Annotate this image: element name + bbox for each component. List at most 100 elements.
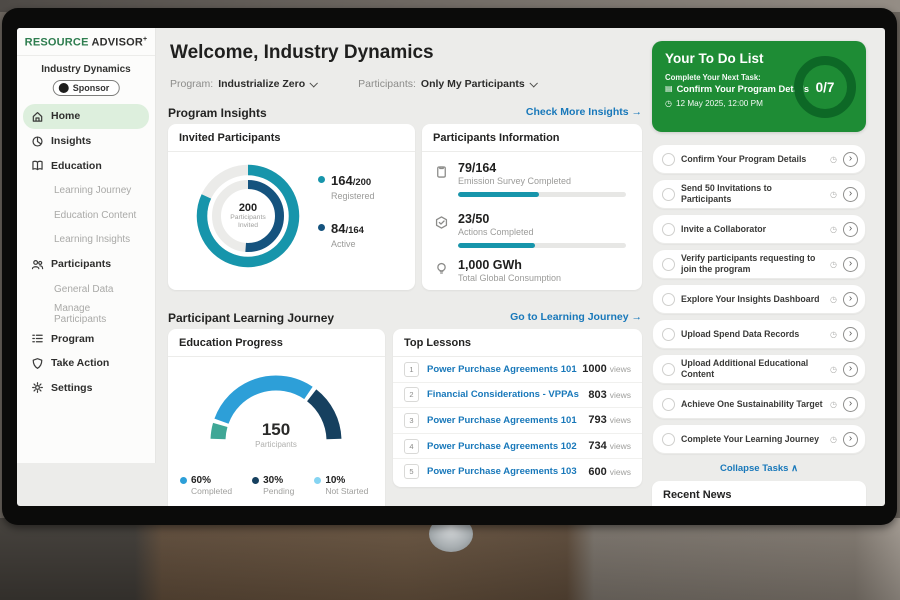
task-checkbox[interactable] (662, 327, 675, 341)
task-go-button[interactable]: › (843, 186, 858, 202)
clipboard-icon: ▤ (665, 84, 673, 93)
task-checkbox[interactable] (662, 187, 675, 201)
sponsor-badge: Sponsor (52, 80, 120, 96)
lesson-row: 2 Financial Considerations - VPPAs 803 v… (393, 381, 642, 408)
metric-global-consumption: 1,000 GWh Total Global Consumption (434, 258, 630, 283)
task-checkbox[interactable] (662, 397, 675, 411)
task-row-send-invitations[interactable]: Send 50 Invitations to Participants ◷ › (652, 179, 866, 209)
task-checkbox[interactable] (662, 257, 675, 271)
lesson-title-link[interactable]: Power Purchase Agreements 102 (427, 440, 577, 452)
task-row-upload-educational-content[interactable]: Upload Additional Educational Content ◷ … (652, 354, 866, 384)
invited-participants-card: Invited Participants 200 Participants In… (168, 124, 415, 290)
task-go-button[interactable]: › (843, 361, 858, 377)
task-row-explore-insights[interactable]: Explore Your Insights Dashboard ◷ › (652, 284, 866, 314)
check-more-insights-link[interactable]: Check More Insights → (526, 106, 642, 118)
lesson-title-link[interactable]: Financial Considerations - VPPAs (427, 389, 579, 401)
todo-title: Your To Do List (665, 51, 764, 66)
donut-legend-dot-0 (318, 176, 325, 183)
task-row-invite-collaborator[interactable]: Invite a Collaborator ◷ › (652, 214, 866, 244)
arrow-right-icon: → (631, 311, 643, 323)
lesson-rank: 2 (404, 387, 419, 403)
legend-registered: 164/200 Registered (318, 172, 375, 201)
legend-label: Completed (191, 486, 233, 496)
task-row-achieve-sustainability-target[interactable]: Achieve One Sustainability Target ◷ › (652, 389, 866, 419)
task-checkbox[interactable] (662, 222, 675, 236)
progress-track (458, 192, 626, 197)
sidebar-item-education[interactable]: Education (23, 153, 149, 178)
lesson-rank: 4 (404, 438, 419, 454)
sidebar-item-learning-insights[interactable]: Learning Insights (23, 227, 149, 252)
gauge-svg (210, 375, 342, 440)
donut-center-value: 200 (238, 201, 258, 214)
task-row-verify-participants[interactable]: Verify participants requesting to join t… (652, 249, 866, 279)
task-checkbox[interactable] (662, 362, 675, 376)
task-row-complete-learning-journey[interactable]: Complete Your Learning Journey ◷ › (652, 424, 866, 454)
metric-label: Total Global Consumption (458, 273, 562, 283)
sidebar-item-general-data[interactable]: General Data (23, 277, 149, 302)
lesson-title-link[interactable]: Power Purchase Agreements 101 (427, 414, 577, 426)
sidebar-item-program[interactable]: Program (23, 326, 149, 351)
sidebar-item-education-content[interactable]: Education Content (23, 203, 149, 228)
todo-ring: 0/7 (794, 56, 856, 118)
metric-value: 79/164 (458, 161, 497, 175)
progress-fill-1 (458, 243, 536, 248)
sidebar: RESOURCE ADVISOR+ Industry Dynamics Spon… (17, 28, 156, 463)
task-row-upload-spend-data[interactable]: Upload Spend Data Records ◷ › (652, 319, 866, 349)
sidebar-item-label: Participants (51, 258, 112, 271)
task-go-button[interactable]: › (843, 221, 858, 237)
card-title: Participants Information (422, 124, 642, 152)
donut-legend-dot-1 (318, 224, 325, 231)
task-checkbox[interactable] (662, 292, 675, 306)
gauge-legend-dot-1 (252, 477, 260, 484)
sidebar-item-home[interactable]: Home (23, 104, 149, 129)
participants-filter-dropdown[interactable]: Participants: Only My Participants (358, 78, 538, 90)
lesson-views-unit: views (609, 466, 631, 477)
sidebar-item-insights[interactable]: Insights (23, 129, 149, 154)
lesson-row: 4 Power Purchase Agreements 102 734 view… (393, 432, 642, 459)
task-go-button[interactable]: › (843, 326, 858, 342)
todo-datetime: ◷ 12 May 2025, 12:00 PM (665, 99, 763, 108)
chevron-right-icon: › (848, 222, 853, 234)
task-go-button[interactable]: › (843, 396, 858, 412)
task-checkbox[interactable] (662, 152, 675, 166)
invited-participants-donut (196, 164, 300, 268)
sidebar-item-learning-journey[interactable]: Learning Journey (23, 178, 149, 203)
bulb-icon (434, 261, 449, 276)
task-checkbox[interactable] (662, 432, 675, 446)
sidebar-item-label: General Data (54, 283, 114, 295)
lesson-views-unit: views (609, 441, 631, 452)
task-row-confirm-program[interactable]: Confirm Your Program Details ◷ › (652, 144, 866, 174)
task-go-button[interactable]: › (843, 291, 858, 307)
sidebar-item-settings[interactable]: Settings (23, 376, 149, 401)
gauge-center-value: 150 (261, 420, 291, 439)
clipboard-icon (434, 164, 449, 179)
link-label: Check More Insights (525, 106, 629, 118)
task-label: Invite a Collaborator (681, 223, 767, 234)
clock-icon: ◷ (830, 154, 837, 164)
sidebar-item-take-action[interactable]: Take Action (23, 351, 149, 376)
lesson-views-value: 600 (588, 465, 607, 478)
sidebar-item-manage-participants[interactable]: Manage Participants (23, 302, 149, 327)
task-go-button[interactable]: › (843, 256, 858, 272)
lesson-title-link[interactable]: Power Purchase Agreements 103 (427, 466, 577, 478)
task-go-button[interactable]: › (843, 151, 858, 167)
todo-counter: 0/7 (815, 79, 835, 95)
chevron-right-icon: › (848, 397, 853, 409)
collapse-tasks-link[interactable]: Collapse Tasks ∧ (652, 463, 866, 474)
sidebar-item-participants[interactable]: Participants (23, 252, 149, 277)
program-filter-dropdown[interactable]: Program: Industrialize Zero (170, 78, 319, 90)
todo-card: Your To Do List Complete Your Next Task:… (652, 41, 866, 132)
lesson-rank: 5 (404, 464, 419, 480)
collapse-label: Collapse Tasks (719, 463, 789, 474)
sidebar-item-label: Learning Journey (54, 184, 132, 196)
card-title: Education Progress (168, 329, 385, 357)
task-go-button[interactable]: › (843, 431, 858, 447)
lesson-title-link[interactable]: Power Purchase Agreements 101 (427, 363, 577, 375)
sidebar-item-label: Take Action (51, 357, 110, 370)
sidebar-item-label: Settings (51, 381, 93, 394)
go-to-learning-journey-link[interactable]: Go to Learning Journey → (510, 311, 642, 323)
sidebar-item-label: Manage Participants (54, 302, 107, 325)
legend-completed: 60% Completed (180, 475, 232, 496)
task-label: Complete Your Learning Journey (681, 433, 820, 444)
brand-sup: + (143, 36, 148, 43)
